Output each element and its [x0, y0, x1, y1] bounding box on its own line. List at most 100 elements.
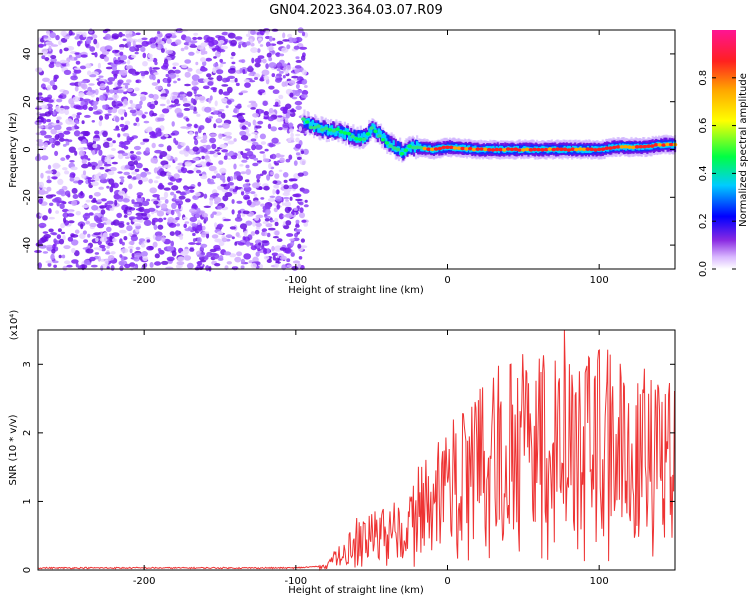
noise-blob — [295, 152, 301, 156]
signal-band-cell — [335, 131, 338, 137]
noise-blob — [213, 244, 221, 250]
noise-blob — [263, 185, 270, 191]
noise-blob — [206, 144, 211, 150]
noise-blob — [254, 73, 261, 79]
noise-blob — [127, 160, 135, 167]
noise-blob — [295, 143, 302, 149]
noise-blob — [242, 152, 248, 159]
noise-blob — [257, 248, 261, 252]
spectrogram-marks — [34, 27, 678, 272]
noise-blob — [206, 73, 212, 78]
noise-blob — [53, 124, 62, 131]
noise-blob — [123, 214, 128, 218]
noise-blob — [167, 182, 174, 186]
noise-blob — [207, 181, 216, 185]
noise-blob — [100, 198, 107, 202]
noise-blob — [66, 62, 70, 67]
noise-blob — [40, 104, 49, 110]
noise-blob — [200, 139, 208, 144]
colorbar-label: Normalized spectral amplitude — [738, 73, 749, 227]
noise-blob — [52, 244, 56, 250]
noise-blob — [83, 98, 91, 102]
noise-blob — [85, 131, 90, 137]
noise-blob — [157, 117, 165, 122]
noise-blob — [98, 78, 105, 82]
spectrogram-y-axis-label: Frequency (Hz) — [8, 112, 19, 188]
noise-blob — [166, 36, 171, 39]
noise-blob — [193, 123, 198, 129]
signal-band-cell — [387, 135, 390, 144]
noise-blob — [52, 84, 58, 91]
noise-blob — [98, 120, 103, 127]
noise-blob — [148, 93, 154, 99]
noise-blob — [244, 82, 251, 88]
noise-blob — [284, 70, 289, 75]
noise-blob — [231, 51, 236, 57]
noise-blob — [140, 171, 148, 178]
signal-core-cell — [524, 147, 530, 152]
noise-blob — [62, 90, 70, 95]
noise-blob — [141, 114, 146, 119]
signal-core-cell — [395, 147, 401, 152]
noise-blob — [252, 200, 261, 206]
noise-blob — [124, 120, 131, 126]
noise-blob — [129, 262, 136, 267]
noise-blob — [126, 79, 132, 83]
noise-blob — [301, 69, 307, 76]
noise-blob — [269, 219, 275, 223]
noise-blob — [258, 186, 263, 190]
noise-blob — [117, 103, 124, 107]
noise-blob — [95, 237, 99, 242]
noise-blob — [243, 79, 250, 83]
signal-core-cell — [320, 128, 325, 132]
noise-blob — [93, 192, 101, 197]
noise-blob — [294, 67, 300, 74]
noise-blob — [64, 190, 71, 197]
noise-blob — [175, 217, 180, 221]
noise-blob — [125, 65, 131, 70]
signal-core-cell — [422, 146, 428, 151]
noise-blob — [276, 203, 280, 210]
noise-blob — [101, 51, 110, 55]
noise-blob — [140, 95, 147, 102]
noise-blob — [250, 47, 258, 53]
noise-blob — [152, 194, 160, 198]
noise-blob — [122, 38, 127, 42]
colorbar-tick-label: 0.4 — [698, 165, 709, 181]
noise-blob — [154, 261, 162, 266]
noise-blob — [102, 130, 108, 138]
x-tick-label: -200 — [133, 576, 156, 587]
signal-band-cell — [313, 127, 316, 133]
y-tick-label: 1 — [22, 498, 33, 504]
noise-blob — [71, 125, 75, 131]
noise-blob — [164, 199, 169, 204]
colorbar-gradient — [712, 30, 736, 269]
signal-core-cell — [581, 147, 587, 152]
noise-blob — [262, 221, 269, 225]
noise-blob — [185, 198, 191, 203]
signal-core-cell — [392, 146, 397, 150]
noise-blob — [202, 225, 206, 231]
noise-blob — [187, 67, 193, 72]
noise-blob — [105, 252, 111, 255]
noise-blob — [209, 199, 213, 206]
noise-blob — [295, 133, 301, 137]
noise-blob — [117, 108, 125, 115]
noise-blob — [142, 139, 150, 143]
signal-core-cell — [585, 147, 591, 151]
noise-blob — [289, 109, 297, 113]
noise-blob — [119, 229, 127, 234]
noise-blob — [226, 261, 232, 265]
noise-blob — [125, 33, 133, 38]
noise-blob — [127, 175, 132, 179]
noise-blob — [130, 156, 136, 161]
signal-band-cell — [385, 138, 388, 144]
noise-blob — [68, 30, 73, 36]
noise-blob — [166, 37, 172, 44]
noise-blob — [39, 213, 43, 217]
noise-blob — [262, 153, 266, 160]
noise-blob — [168, 222, 177, 228]
noise-blob — [194, 82, 199, 85]
noise-blob — [187, 226, 193, 231]
noise-blob — [77, 265, 82, 270]
